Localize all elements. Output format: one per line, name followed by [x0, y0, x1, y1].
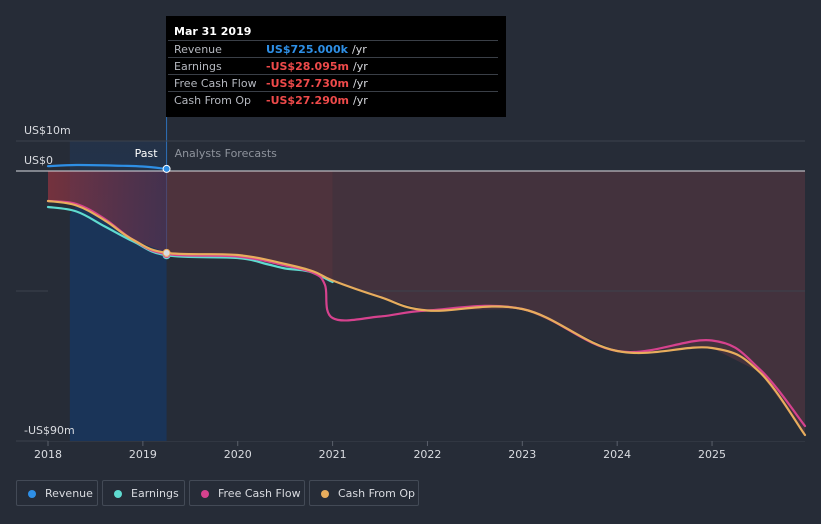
- forecast-label: Analysts Forecasts: [175, 147, 278, 160]
- y-tick-label: -US$90m: [24, 424, 75, 437]
- tooltip-row-label: Revenue: [174, 43, 222, 56]
- legend-item-cash-from-op[interactable]: Cash From Op: [309, 480, 419, 506]
- tooltip-row-value: -US$28.095m: [266, 60, 349, 73]
- tooltip-row-unit: /yr: [353, 94, 368, 107]
- cash-from-op-marker: [162, 248, 171, 257]
- tooltip-row-unit: /yr: [353, 77, 368, 90]
- revenue-marker: [162, 164, 171, 173]
- tooltip-row-value: -US$27.730m: [266, 77, 349, 90]
- past-label: Past: [135, 147, 159, 160]
- tooltip: Mar 31 2019 Revenue US$725.000k/yr Earning…: [166, 16, 506, 117]
- tooltip-row: Earnings -US$28.095m/yr: [168, 57, 498, 75]
- tooltip-row-unit: /yr: [353, 60, 368, 73]
- x-tick-label: 2018: [34, 448, 62, 461]
- tooltip-row-value: -US$27.290m: [266, 94, 349, 107]
- legend-label: Revenue: [45, 487, 93, 500]
- revenue-line: [46, 163, 168, 170]
- tooltip-row-label: Earnings: [174, 60, 222, 73]
- cash-from-op-line: [46, 199, 807, 437]
- tooltip-date: Mar 31 2019: [174, 25, 252, 38]
- below-series-mask: [48, 201, 805, 441]
- legend-item-earnings[interactable]: Earnings: [102, 480, 185, 506]
- legend-dot-icon: [28, 490, 36, 498]
- tooltip-row-unit: /yr: [352, 43, 367, 56]
- tooltip-row-value: US$725.000k: [266, 43, 348, 56]
- x-tick-label: 2019: [129, 448, 157, 461]
- legend-label: Earnings: [131, 487, 179, 500]
- tooltip-row-label: Free Cash Flow: [174, 77, 257, 90]
- tooltip-row: Cash From Op -US$27.290m/yr: [168, 91, 498, 109]
- x-tick-label: 2022: [413, 448, 441, 461]
- legend-dot-icon: [201, 490, 209, 498]
- tooltip-row-label: Cash From Op: [174, 94, 252, 107]
- past-region-lower: [69, 205, 167, 441]
- x-tick-label: 2025: [698, 448, 726, 461]
- earnings-line: [46, 205, 334, 284]
- legend-label: Free Cash Flow: [218, 487, 301, 500]
- tooltip-row: Free Cash Flow -US$27.730m/yr: [168, 74, 498, 92]
- x-tick-label: 2020: [224, 448, 252, 461]
- legend-item-revenue[interactable]: Revenue: [16, 480, 98, 506]
- x-tick-label: 2021: [319, 448, 347, 461]
- y-tick-label: US$0: [24, 154, 53, 167]
- x-tick-label: 2023: [508, 448, 536, 461]
- legend-dot-icon: [114, 490, 122, 498]
- legend-item-free-cash-flow[interactable]: Free Cash Flow: [189, 480, 305, 506]
- legend-label: Cash From Op: [338, 487, 416, 500]
- x-tick-label: 2024: [603, 448, 631, 461]
- y-tick-label: US$10m: [24, 124, 71, 137]
- legend-dot-icon: [321, 490, 329, 498]
- tooltip-row: Revenue US$725.000k/yr: [168, 40, 498, 58]
